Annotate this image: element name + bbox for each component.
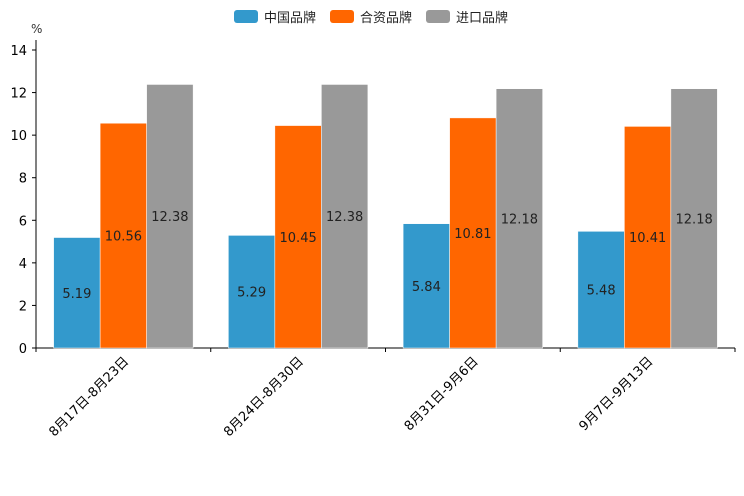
bar-value-label: 5.29 — [237, 286, 266, 301]
y-tick-label: 10 — [10, 129, 27, 144]
x-tick-label: 8月24日-8月30日 — [221, 354, 307, 440]
bar — [577, 231, 625, 349]
bar — [321, 84, 369, 349]
y-tick-label: 4 — [19, 257, 27, 272]
legend-swatch-china-brand — [234, 10, 258, 23]
bar-value-label: 5.84 — [412, 280, 441, 295]
y-tick-label: 0 — [19, 342, 27, 357]
bar — [146, 84, 194, 349]
bar — [670, 88, 718, 349]
legend-swatch-import-brand — [426, 10, 451, 23]
bar-value-label: 12.18 — [501, 212, 538, 227]
bar — [53, 237, 101, 349]
y-tick-label: 8 — [19, 172, 27, 187]
chart-legend: 中国品牌 合资品牌 进口品牌 — [234, 7, 508, 26]
bar-value-label: 10.81 — [454, 227, 491, 242]
legend-label-joint-venture-brand: 合资品牌 — [360, 11, 413, 26]
legend-label-china-brand: 中国品牌 — [264, 11, 317, 26]
bar-value-label: 10.41 — [629, 231, 666, 246]
bar-value-label: 5.48 — [587, 284, 616, 299]
chart-value-labels: 5.19 5.29 5.84 5.48 10.56 10.45 10.81 10.41 12.3… — [62, 210, 712, 302]
legend-item-joint-venture-brand[interactable]: 合资品牌 — [330, 7, 412, 26]
chart-bars — [53, 84, 718, 349]
y-tick-label: 12 — [10, 87, 27, 102]
legend-item-import-brand[interactable]: 进口品牌 — [426, 7, 508, 26]
x-tick-label: 9月7日-9月13日 — [577, 354, 657, 434]
bar — [228, 235, 276, 349]
bar-value-label: 12.38 — [326, 210, 363, 225]
legend-swatch-joint-venture-brand — [330, 10, 355, 23]
y-tick-label: 14 — [10, 44, 27, 59]
bar-value-label: 12.38 — [151, 210, 188, 225]
bar-value-label: 10.45 — [280, 231, 317, 246]
bar-value-label: 12.18 — [676, 212, 713, 227]
x-tick-label: 8月17日-8月23日 — [46, 354, 132, 440]
bar-value-label: 10.56 — [105, 230, 142, 245]
bar — [99, 122, 147, 349]
legend-label-import-brand: 进口品牌 — [456, 11, 509, 26]
y-tick-label: 6 — [19, 214, 27, 229]
y-axis-unit: % — [31, 22, 43, 36]
x-tick-label: 8月31日-9月6日 — [402, 354, 482, 434]
bar — [624, 126, 672, 349]
bar — [495, 88, 543, 349]
legend-item-china-brand[interactable]: 中国品牌 — [234, 7, 316, 26]
y-tick-label: 2 — [19, 299, 27, 314]
bar — [449, 117, 497, 349]
bar-value-label: 5.19 — [62, 287, 91, 302]
bar — [274, 125, 322, 349]
